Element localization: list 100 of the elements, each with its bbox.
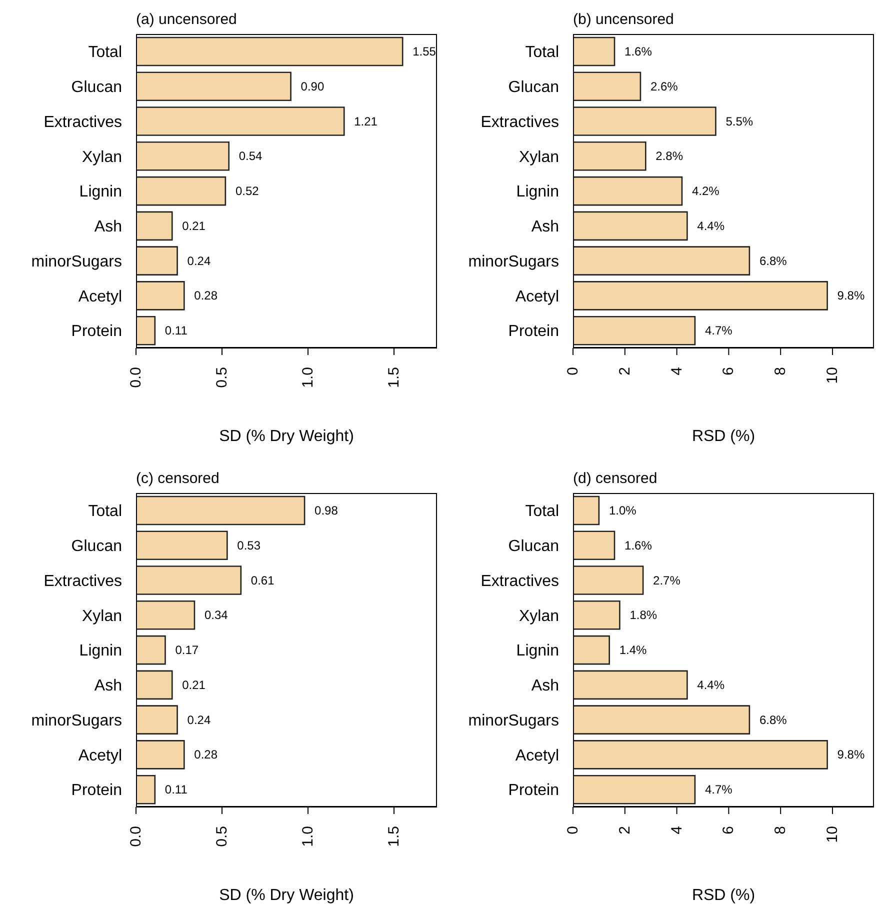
x-tick-label: 8 (772, 826, 790, 834)
data-label: 0.98 (314, 503, 338, 518)
data-label: 4.2% (692, 184, 720, 198)
bar (573, 316, 696, 346)
x-axis-title: SD (% Dry Weight) (219, 887, 354, 904)
chart-title: (c) censored (136, 470, 220, 487)
x-tick-label: 1.5 (386, 826, 402, 847)
y-tick-label: minorSugars (468, 712, 559, 730)
data-label: 1.4% (619, 643, 648, 658)
data-label: 6.8% (759, 712, 788, 727)
bar (136, 106, 345, 136)
data-label: 9.8% (837, 288, 865, 303)
y-tick-label: Lignin (516, 184, 559, 201)
x-tick-label: 2 (616, 367, 634, 376)
y-tick-label: Glucan (71, 79, 122, 96)
y-tick-label: Total (88, 503, 122, 520)
bar (136, 316, 156, 346)
data-label: 0.53 (237, 538, 261, 552)
x-tick-label: 1.0 (300, 367, 316, 388)
data-label: 2.7% (653, 573, 681, 588)
y-tick-label: Xylan (518, 148, 559, 166)
bar (573, 635, 610, 665)
y-tick-label: Protein (508, 782, 559, 800)
y-tick-label: Glucan (508, 79, 559, 96)
data-label: 0.11 (164, 324, 188, 338)
bar (136, 740, 185, 770)
y-tick-label: Xylan (82, 608, 122, 625)
data-label: 0.54 (238, 149, 263, 164)
bar (136, 774, 156, 804)
data-label: 0.21 (182, 218, 206, 233)
bar (136, 176, 226, 206)
bar (136, 211, 173, 241)
data-label: 0.61 (250, 573, 275, 588)
y-tick-label: minorSugars (31, 712, 122, 730)
y-tick-label: Extractives (44, 114, 122, 131)
x-tick-label: 4 (668, 367, 686, 376)
bar (573, 72, 642, 102)
data-label: 1.21 (354, 114, 378, 128)
data-label: 4.7% (704, 324, 733, 338)
bar (573, 740, 828, 770)
y-tick-label: Total (88, 44, 122, 62)
data-label: 0.52 (235, 184, 260, 198)
x-tick-label: 0.0 (128, 826, 144, 847)
y-tick-label: Protein (508, 323, 559, 340)
x-tick-label: 0.5 (214, 826, 230, 847)
y-tick-label: Lignin (79, 642, 122, 660)
bar (136, 72, 292, 102)
data-label: 0.17 (175, 643, 199, 658)
data-label: 6.8% (759, 254, 788, 268)
y-tick-label: Acetyl (78, 747, 122, 764)
chart-title: (a) uncensored (136, 11, 237, 28)
data-label: 0.11 (164, 782, 188, 797)
bar (573, 142, 646, 171)
bar (573, 774, 696, 804)
data-label: 2.8% (656, 149, 684, 164)
data-label: 9.8% (837, 748, 865, 762)
x-tick-label: 0.0 (128, 367, 144, 388)
data-label: 1.8% (630, 608, 658, 622)
data-label: 4.4% (697, 678, 725, 692)
data-label: 1.0% (608, 503, 637, 518)
chart-title: (d) censored (573, 470, 658, 487)
y-tick-label: Ash (531, 218, 559, 236)
bar (573, 566, 644, 595)
y-tick-label: Acetyl (515, 747, 559, 764)
x-tick-label: 4 (668, 826, 686, 834)
data-label: 1.6% (624, 44, 652, 58)
x-tick-label: 0 (564, 826, 582, 834)
bar (136, 246, 178, 276)
bar (573, 281, 828, 310)
y-tick-label: Ash (94, 678, 122, 695)
data-label: 0.21 (182, 678, 206, 692)
data-label: 4.4% (697, 218, 725, 233)
bar (573, 211, 688, 241)
y-tick-label: Extractives (44, 572, 122, 590)
x-tick-label: 0.5 (214, 367, 230, 388)
chart-title: (b) uncensored (573, 11, 674, 28)
x-tick-label: 6 (720, 826, 738, 834)
data-label: 0.90 (300, 79, 324, 94)
x-tick-label: 2 (616, 826, 634, 834)
y-tick-label: Total (525, 503, 559, 520)
data-label: 1.55 (412, 44, 436, 58)
y-tick-label: minorSugars (31, 253, 122, 270)
data-label: 0.28 (194, 748, 218, 762)
bar (136, 496, 306, 526)
y-tick-label: Xylan (518, 608, 559, 625)
data-label: 0.28 (194, 288, 218, 303)
y-tick-label: Acetyl (515, 288, 559, 306)
y-tick-label: Acetyl (78, 288, 122, 306)
bar (136, 670, 173, 700)
y-tick-label: Protein (71, 323, 122, 340)
x-tick-label: 8 (772, 367, 790, 376)
y-tick-label: minorSugars (468, 253, 559, 270)
bar (136, 142, 230, 171)
x-tick-label: 6 (720, 367, 738, 376)
bar (573, 600, 620, 630)
y-tick-label: Ash (531, 678, 559, 695)
bar (573, 246, 750, 276)
y-tick-label: Lignin (79, 184, 122, 201)
bar (136, 281, 185, 310)
bar (136, 36, 404, 66)
